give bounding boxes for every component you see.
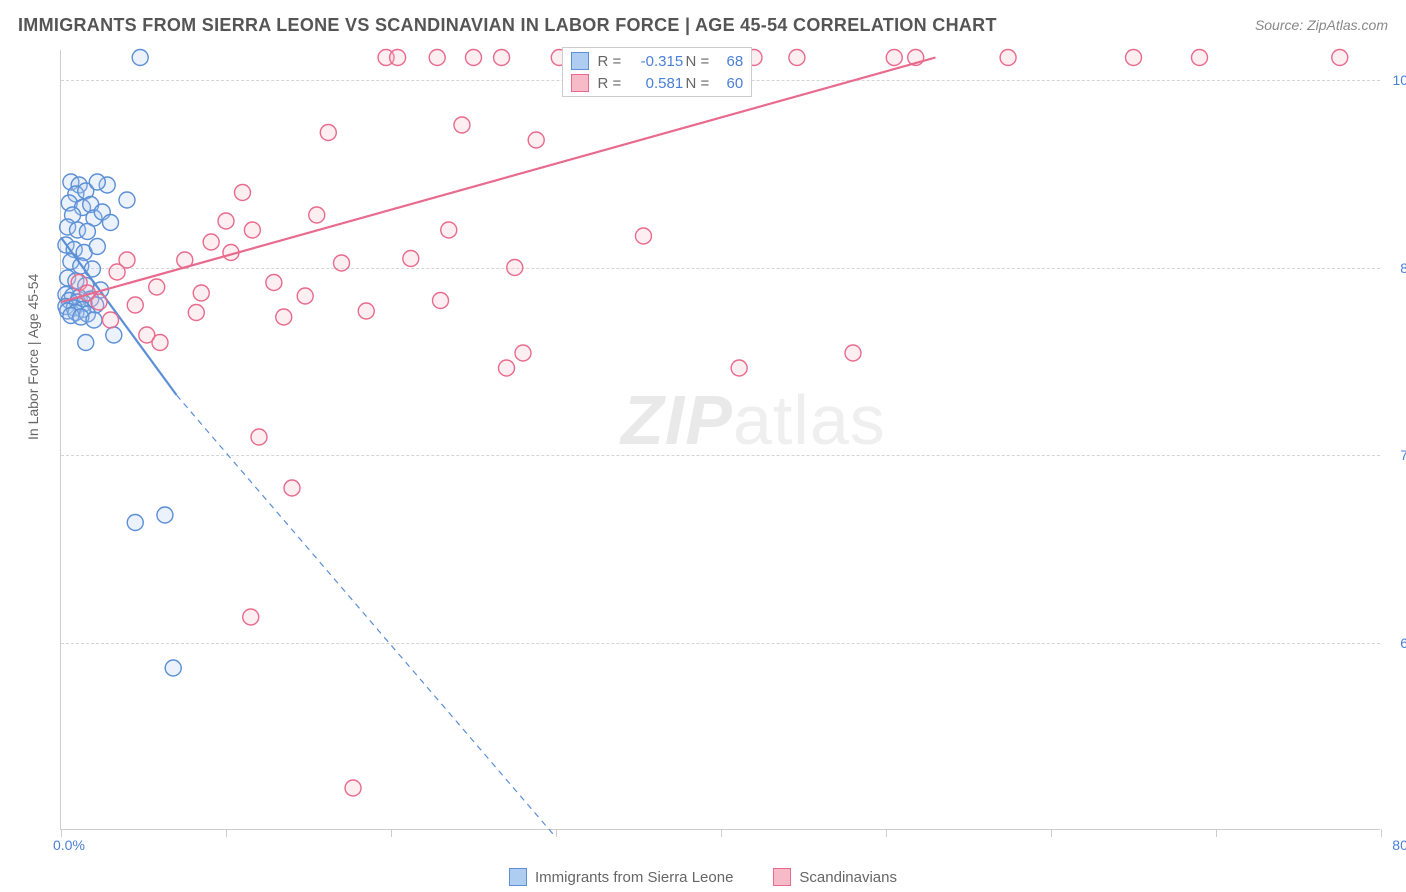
- scatter-point: [119, 192, 135, 208]
- x-tick: [1381, 829, 1382, 837]
- scatter-point: [1126, 50, 1142, 66]
- scatter-point: [433, 293, 449, 309]
- scatter-point: [276, 309, 292, 325]
- scatter-point: [334, 255, 350, 271]
- scatter-point: [152, 335, 168, 351]
- trend-line: [61, 58, 936, 303]
- x-tick: [886, 829, 887, 837]
- scatter-point: [297, 288, 313, 304]
- scatter-point: [127, 515, 143, 531]
- scatter-point: [1192, 50, 1208, 66]
- scatter-point: [1332, 50, 1348, 66]
- scatter-svg: [61, 50, 1380, 829]
- scatter-point: [165, 660, 181, 676]
- legend-swatch: [571, 52, 589, 70]
- source-label: Source: ZipAtlas.com: [1255, 17, 1388, 33]
- scatter-point: [494, 50, 510, 66]
- y-tick-label: 62.5%: [1385, 635, 1406, 651]
- plot-area: ZIPatlas 62.5%75.0%87.5%100.0% R =-0.315…: [60, 50, 1380, 830]
- legend-swatch: [509, 868, 527, 886]
- legend-swatch: [571, 74, 589, 92]
- chart-title: IMMIGRANTS FROM SIERRA LEONE VS SCANDINA…: [18, 15, 997, 36]
- scatter-point: [89, 174, 105, 190]
- scatter-point: [309, 207, 325, 223]
- scatter-point: [466, 50, 482, 66]
- legend-label: Immigrants from Sierra Leone: [535, 869, 733, 886]
- corr-r-value: -0.315: [623, 53, 683, 70]
- scatter-point: [390, 50, 406, 66]
- scatter-point: [127, 297, 143, 313]
- scatter-point: [157, 507, 173, 523]
- scatter-point: [103, 312, 119, 328]
- x-tick: [226, 829, 227, 837]
- scatter-point: [79, 224, 95, 240]
- scatter-point: [358, 303, 374, 319]
- corr-r-label: R =: [595, 53, 623, 70]
- scatter-point: [84, 261, 100, 277]
- correlation-legend: R =-0.315N =68 R =0.581N =60: [562, 47, 752, 97]
- scatter-point: [454, 117, 470, 133]
- corr-n-label: N =: [683, 75, 711, 92]
- scatter-point: [403, 251, 419, 267]
- scatter-point: [528, 132, 544, 148]
- y-tick-label: 100.0%: [1385, 72, 1406, 88]
- scatter-point: [103, 215, 119, 231]
- scatter-point: [345, 780, 361, 796]
- scatter-point: [203, 234, 219, 250]
- scatter-point: [78, 335, 94, 351]
- x-tick: [556, 829, 557, 837]
- scatter-point: [515, 345, 531, 361]
- scatter-point: [132, 50, 148, 66]
- scatter-point: [499, 360, 515, 376]
- y-tick-label: 87.5%: [1385, 260, 1406, 276]
- corr-r-label: R =: [595, 75, 623, 92]
- x-tick: [61, 829, 62, 837]
- header: IMMIGRANTS FROM SIERRA LEONE VS SCANDINA…: [0, 0, 1406, 40]
- scatter-point: [218, 213, 234, 229]
- scatter-point: [91, 294, 107, 310]
- legend-swatch: [773, 868, 791, 886]
- scatter-point: [635, 228, 651, 244]
- x-min-label: 0.0%: [53, 837, 85, 853]
- scatter-point: [1000, 50, 1016, 66]
- corr-r-value: 0.581: [623, 75, 683, 92]
- y-axis-label: In Labor Force | Age 45-54: [25, 274, 41, 440]
- legend-item: Immigrants from Sierra Leone: [509, 868, 733, 886]
- scatter-point: [507, 260, 523, 276]
- scatter-point: [266, 275, 282, 291]
- scatter-point: [119, 252, 135, 268]
- scatter-point: [731, 360, 747, 376]
- scatter-point: [188, 305, 204, 321]
- x-tick: [391, 829, 392, 837]
- scatter-point: [89, 239, 105, 255]
- x-max-label: 80.0%: [1392, 837, 1406, 853]
- x-tick: [1216, 829, 1217, 837]
- corr-n-value: 68: [711, 53, 743, 70]
- trend-line-extrapolated: [177, 395, 557, 838]
- scatter-point: [320, 125, 336, 141]
- y-tick-label: 75.0%: [1385, 447, 1406, 463]
- scatter-point: [845, 345, 861, 361]
- scatter-point: [429, 50, 445, 66]
- scatter-point: [789, 50, 805, 66]
- legend-item: Scandinavians: [773, 868, 897, 886]
- scatter-point: [86, 312, 102, 328]
- x-tick: [1051, 829, 1052, 837]
- scatter-point: [441, 222, 457, 238]
- x-tick: [721, 829, 722, 837]
- scatter-point: [886, 50, 902, 66]
- scatter-point: [106, 327, 122, 343]
- legend-label: Scandinavians: [799, 869, 897, 886]
- corr-n-value: 60: [711, 75, 743, 92]
- scatter-point: [149, 279, 165, 295]
- corr-n-label: N =: [683, 53, 711, 70]
- scatter-point: [284, 480, 300, 496]
- scatter-point: [193, 285, 209, 301]
- scatter-point: [244, 222, 260, 238]
- legend-bottom: Immigrants from Sierra Leone Scandinavian…: [0, 868, 1406, 886]
- scatter-point: [251, 429, 267, 445]
- scatter-point: [243, 609, 259, 625]
- scatter-point: [235, 185, 251, 201]
